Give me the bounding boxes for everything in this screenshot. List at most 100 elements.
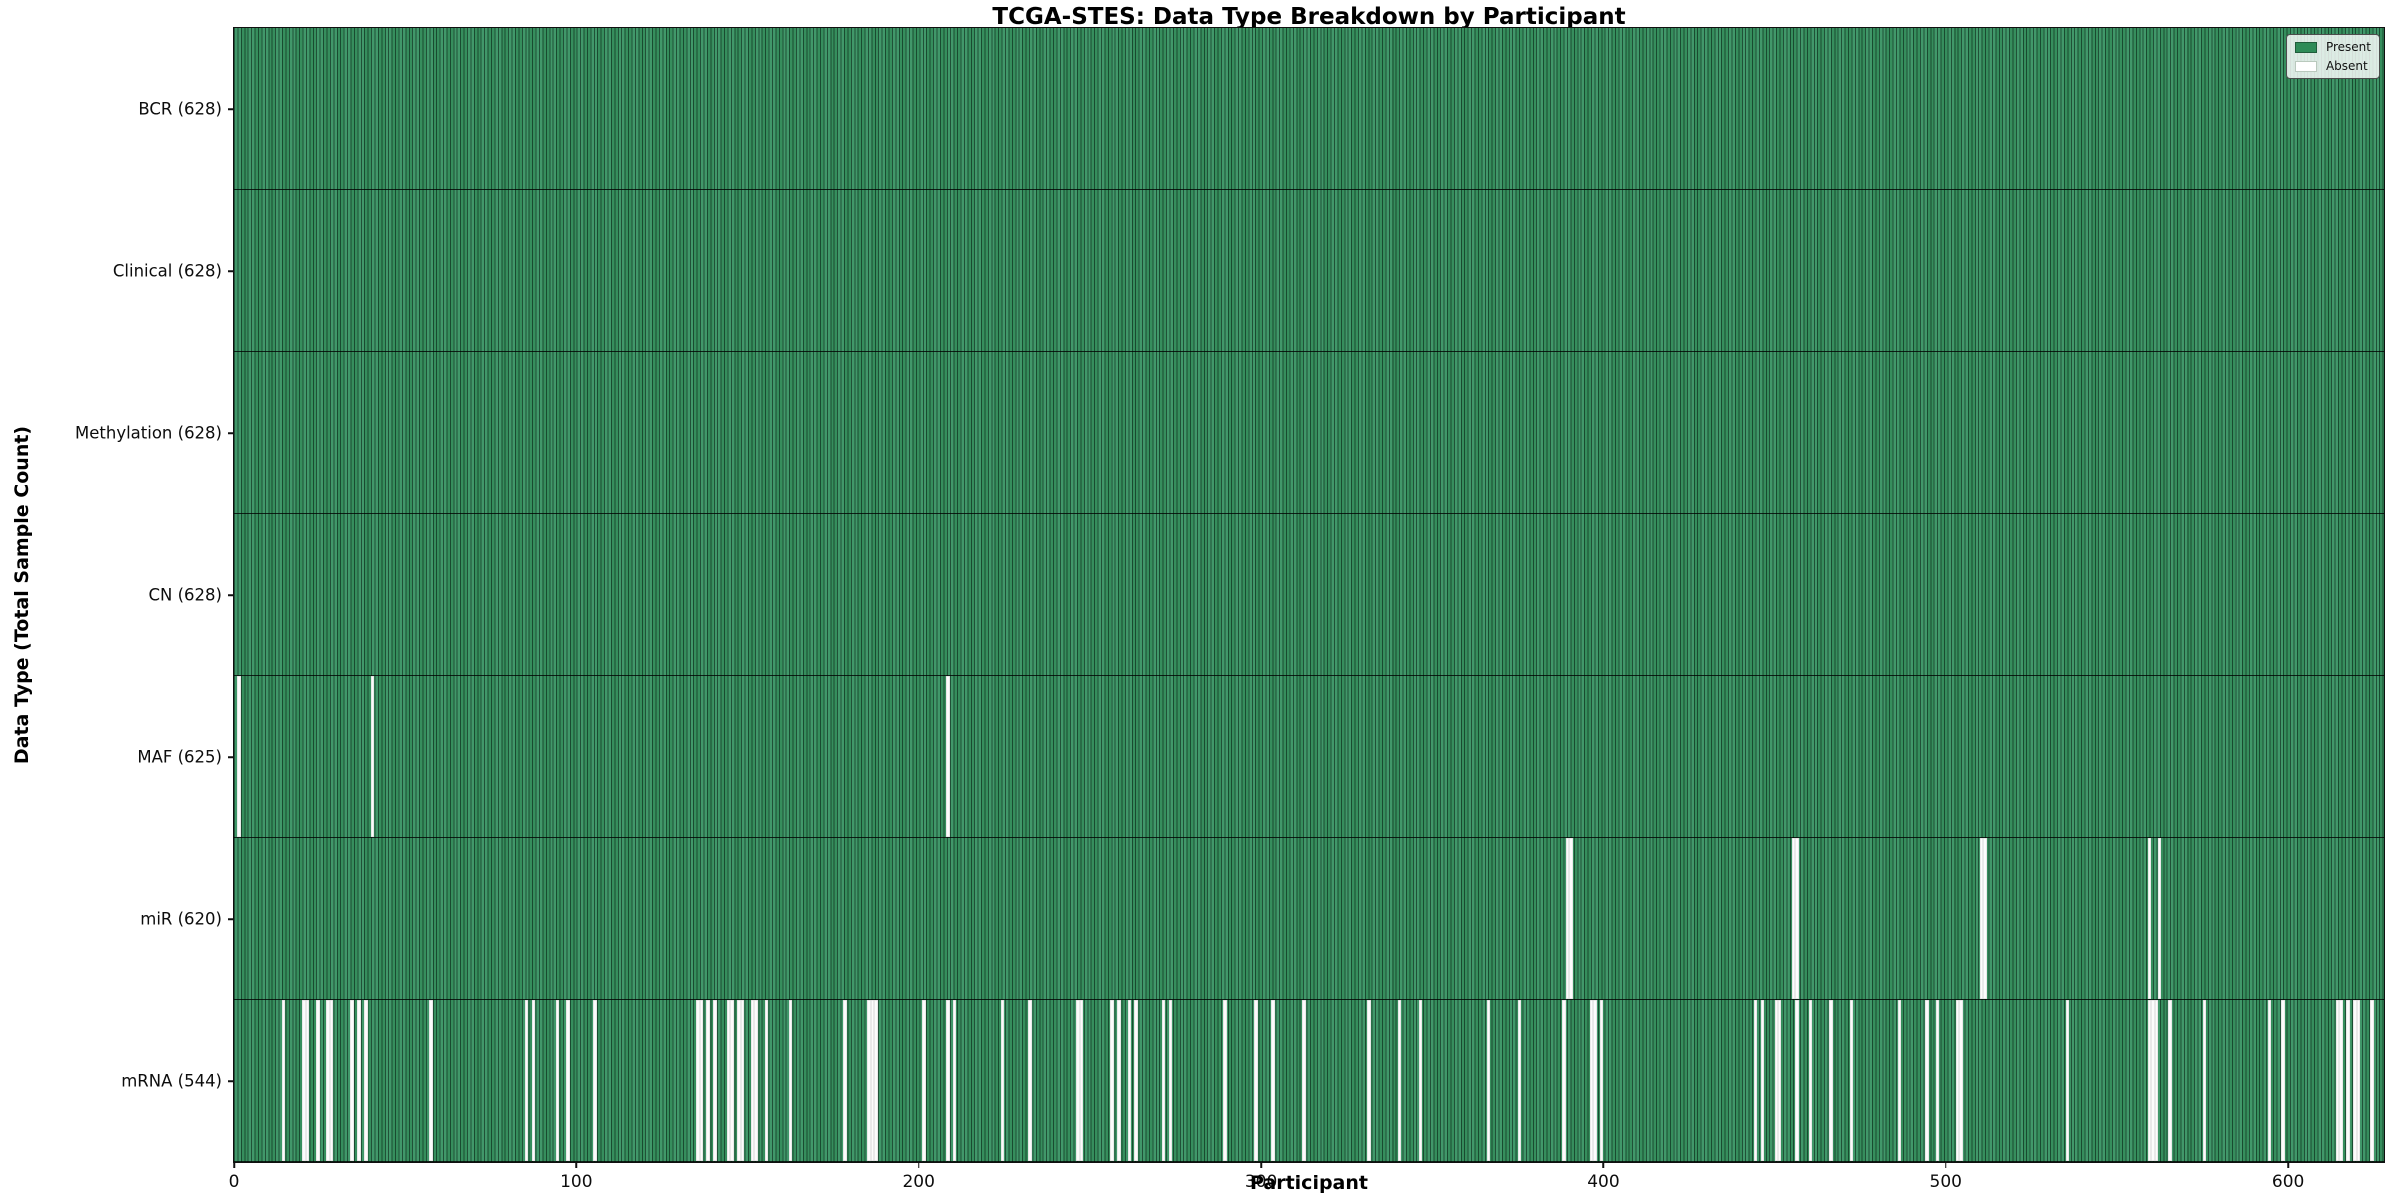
absent-gap-mrna-594	[2267, 1000, 2272, 1161]
y-tick-label-bcr: BCR (628)	[138, 99, 222, 119]
absent-gap-mrna-208	[946, 1000, 950, 1161]
absent-gap-mrna-148	[740, 1000, 745, 1161]
absent-gap-mrna-152	[754, 1000, 758, 1161]
x-tick-label-400: 400	[1587, 1172, 1620, 1192]
absent-gap-mrna-331	[1367, 1000, 1371, 1161]
absent-gap-mrna-185	[867, 1000, 871, 1161]
absent-gap-mrna-444	[1754, 1000, 1758, 1161]
absent-gap-mrna-565	[2168, 1000, 2172, 1161]
absent-gap-mrna-258	[1117, 1000, 1121, 1161]
absent-gap-mrna-97	[566, 1000, 570, 1161]
absent-gap-mrna-27	[326, 1000, 330, 1161]
absent-gap-mrna-135	[696, 1000, 700, 1161]
absent-gap-mrna-38	[364, 1000, 368, 1161]
y-tick-mark	[228, 756, 234, 758]
x-tick-mark	[575, 1162, 578, 1168]
legend: Present Absent	[2285, 34, 2380, 79]
chart-title: TCGA-STES: Data Type Breakdown by Partic…	[992, 4, 1626, 30]
absent-gap-mrna-614	[2336, 1000, 2340, 1161]
absent-gap-mrna-535	[2065, 1000, 2070, 1161]
absent-gap-mrna-561	[2154, 1000, 2159, 1161]
legend-label-absent: Absent	[2325, 59, 2368, 73]
absent-gap-mrna-397	[1593, 1000, 1597, 1161]
absent-gap-mrna-140	[713, 1000, 717, 1161]
absent-gap-mrna-624	[2370, 1000, 2374, 1161]
absent-gap-mrna-136	[699, 1000, 704, 1161]
absent-gap-mrna-20	[302, 1000, 306, 1161]
y-tick-mark	[228, 108, 234, 110]
absent-gap-mrna-504	[1959, 1000, 1963, 1161]
absent-gap-mrna-456	[1795, 1000, 1799, 1161]
x-tick-mark	[1945, 1162, 1947, 1168]
absent-gap-mrna-261	[1127, 1000, 1131, 1161]
y-tick-label-maf: MAF (625)	[137, 747, 222, 767]
absent-gap-mrna-210	[952, 1000, 957, 1161]
absent-gap-mir-456	[1795, 838, 1799, 999]
y-tick-mark	[228, 918, 234, 920]
absent-gap-mrna-232	[1028, 1000, 1032, 1161]
absent-gap-mrna-560	[2151, 1000, 2155, 1161]
absent-gap-mrna-289	[1223, 1000, 1227, 1161]
legend-label-present: Present	[2325, 40, 2371, 54]
absent-gap-mrna-87	[531, 1000, 536, 1161]
absent-gap-mrna-34	[350, 1000, 354, 1161]
absent-gap-mir-389	[1565, 838, 1570, 999]
row-mrna	[234, 1000, 2384, 1162]
absent-gap-mrna-451	[1778, 1000, 1782, 1161]
y-tick-label-mrna: mRNA (544)	[121, 1071, 222, 1091]
row-mir	[234, 838, 2384, 1000]
absent-gap-mrna-466	[1829, 1000, 1833, 1161]
absent-gap-mrna-271	[1161, 1000, 1166, 1161]
absent-gap-mrna-450	[1774, 1000, 1779, 1161]
absent-gap-mir-562	[2158, 838, 2162, 999]
row-clinical	[234, 190, 2384, 352]
x-axis-label: Participant	[1249, 1172, 1368, 1194]
absent-gap-mrna-298	[1254, 1000, 1258, 1161]
absent-gap-mrna-388	[1562, 1000, 1566, 1161]
legend-entry-present: Present	[2294, 40, 2371, 54]
absent-gap-mrna-186	[870, 1000, 875, 1161]
absent-gap-mrna-247	[1079, 1000, 1084, 1161]
absent-gap-mrna-340	[1398, 1000, 1402, 1161]
row-cn	[234, 514, 2384, 676]
absent-gap-maf-208	[946, 676, 950, 837]
absent-gap-mrna-85	[525, 1000, 529, 1161]
absent-gap-mrna-246	[1076, 1000, 1080, 1161]
absent-gap-mrna-346	[1418, 1000, 1422, 1161]
absent-gap-mrna-178	[843, 1000, 847, 1161]
absent-gap-mrna-21	[305, 1000, 310, 1161]
absent-gap-mrna-366	[1487, 1000, 1491, 1161]
absent-gap-mrna-28	[329, 1000, 334, 1161]
absent-gap-mrna-105	[593, 1000, 597, 1161]
absent-gap-mrna-224	[1000, 1000, 1005, 1161]
absent-gap-mrna-617	[2346, 1000, 2350, 1161]
x-tick-label-100: 100	[560, 1172, 593, 1192]
absent-gap-mrna-598	[2281, 1000, 2285, 1161]
y-axis-label: Data Type (Total Sample Count)	[11, 425, 33, 765]
legend-swatch-absent-icon	[2294, 60, 2317, 72]
legend-entry-absent: Absent	[2294, 59, 2371, 73]
absent-gap-mrna-460	[1808, 1000, 1813, 1161]
absent-gap-mrna-256	[1110, 1000, 1114, 1161]
y-tick-mark	[228, 1080, 234, 1082]
y-tick-mark	[228, 270, 234, 272]
absent-gap-mir-559	[2147, 838, 2152, 999]
absent-gap-mrna-399	[1600, 1000, 1604, 1161]
row-methylation	[234, 352, 2384, 514]
x-tick-mark	[1602, 1162, 1605, 1168]
absent-gap-mrna-303	[1271, 1000, 1275, 1161]
x-tick-mark	[917, 1162, 920, 1168]
row-maf	[234, 676, 2384, 838]
x-tick-mark	[2287, 1162, 2289, 1168]
absent-gap-mrna-620	[2356, 1000, 2361, 1161]
x-tick-label-600: 600	[2271, 1172, 2305, 1192]
plot-area: Present Absent BCR (628) Clinical (628) Met…	[75, 27, 2385, 1192]
absent-gap-mrna-94	[555, 1000, 560, 1161]
x-tick-mark	[233, 1162, 235, 1168]
absent-gap-mrna-14	[281, 1000, 286, 1161]
absent-gap-mrna-57	[429, 1000, 433, 1161]
absent-gap-mrna-472	[1849, 1000, 1854, 1161]
absent-gap-mrna-24	[316, 1000, 320, 1161]
absent-gap-mrna-36	[357, 1000, 361, 1161]
absent-gap-mrna-494	[1925, 1000, 1929, 1161]
